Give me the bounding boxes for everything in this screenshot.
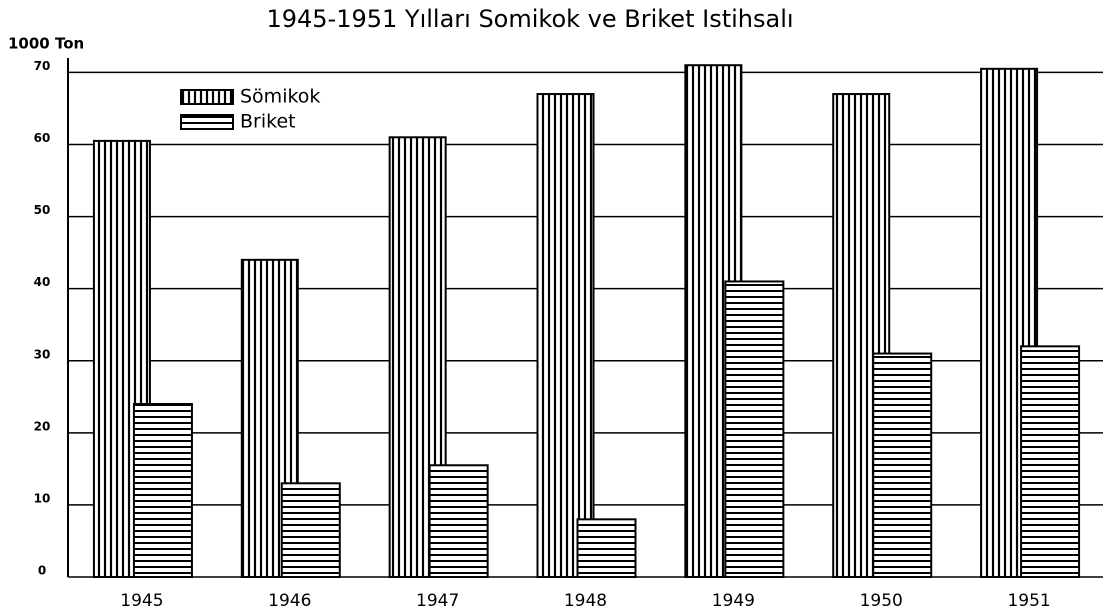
y-tick-label: 60 xyxy=(34,131,51,145)
x-tick-label: 1945 xyxy=(120,591,163,611)
y-tick-label: 50 xyxy=(34,203,51,217)
y-tick-label: 30 xyxy=(34,347,51,361)
x-tick-label: 1946 xyxy=(268,591,311,611)
y-axis-label: 1000 Ton xyxy=(8,35,84,53)
y-tick-label: 70 xyxy=(34,59,51,73)
bar xyxy=(280,482,341,578)
bar xyxy=(536,93,595,579)
bar xyxy=(428,464,489,579)
y-tick-label: 0 xyxy=(38,564,46,578)
bar xyxy=(724,280,785,578)
bar xyxy=(1020,345,1081,579)
x-tick-label: 1949 xyxy=(712,591,755,611)
x-tick-label: 1951 xyxy=(1007,591,1050,611)
bar xyxy=(872,352,933,578)
bar xyxy=(132,403,193,578)
y-tick-label: 40 xyxy=(34,275,51,289)
bar xyxy=(832,93,891,579)
legend-label: Sömikok xyxy=(240,86,320,108)
x-tick-label: 1947 xyxy=(416,591,459,611)
legend-label: Briket xyxy=(240,111,296,133)
y-tick-label: 20 xyxy=(34,419,51,433)
chart-title: 1945-1951 Yılları Somikok ve Briket Isti… xyxy=(266,5,793,33)
y-tick-label: 10 xyxy=(34,491,51,505)
bar xyxy=(576,518,637,578)
legend-swatch xyxy=(180,89,234,105)
x-tick-label: 1950 xyxy=(860,591,903,611)
legend-swatch xyxy=(180,114,234,130)
x-tick-label: 1948 xyxy=(564,591,607,611)
